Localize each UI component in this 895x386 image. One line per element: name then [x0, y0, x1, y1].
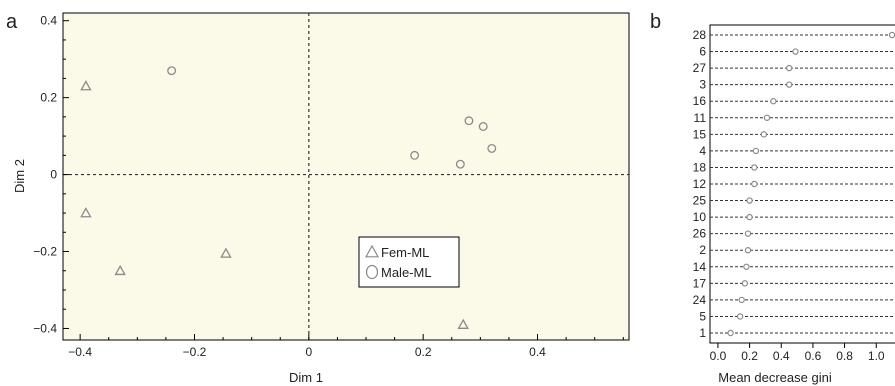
panel-b-letter: b: [650, 11, 661, 33]
reference-lines: [63, 13, 629, 340]
dotplot-category-label: 1: [699, 326, 706, 340]
fem-ml-point: [80, 80, 92, 91]
legend-triangle-icon: [364, 244, 380, 258]
dotplot-x-tick-label: 0.2: [741, 349, 758, 363]
dotplot-point: [741, 280, 749, 287]
male-ml-point: [464, 116, 474, 126]
y-tick-label: −0.4: [33, 321, 57, 335]
dotplot-point: [785, 81, 793, 88]
dotplot-category-label: 17: [693, 276, 707, 290]
dotplot-category-label: 3: [699, 78, 706, 92]
dotplot-point: [763, 114, 771, 121]
dotplot-category-label: 11: [694, 111, 707, 125]
dotplot-point: [751, 180, 758, 188]
x-tick-label: 0: [305, 345, 312, 359]
y-tick-label: 0.2: [40, 91, 57, 105]
dotplot-category-label: 28: [693, 28, 707, 42]
dotplot-x-tick-label: 0.0: [710, 349, 727, 363]
fem-ml-point: [114, 264, 126, 276]
dotplot-point: [888, 31, 895, 39]
legend: Fem-ML Male-ML: [358, 236, 460, 288]
dotplot-axis-ticks: 0.0 0.2 0.4 0.6 0.8 1.0: [710, 343, 885, 363]
dotplot-point: [770, 98, 777, 105]
legend-circle-icon: [365, 264, 379, 280]
dotplot-point: [738, 296, 745, 304]
dotplot-point: [751, 164, 758, 171]
x-axis-title: Dim 1: [289, 370, 323, 385]
male-ml-point: [455, 159, 465, 169]
dotplot-category-label: 4: [699, 144, 706, 158]
dotplot-category-label: 2: [699, 243, 706, 257]
fem-ml-point: [220, 247, 232, 258]
y-tick-label: 0.4: [40, 14, 57, 28]
dotplot-category-label: 10: [693, 210, 707, 224]
dotplot-category-label: 25: [693, 194, 707, 208]
legend-label: Male-ML: [381, 265, 432, 280]
dotplot-category-label: 16: [693, 94, 707, 108]
dotplot-x-tick-label: 0.8: [836, 349, 853, 363]
male-ml-point: [167, 66, 177, 76]
dotplot-point: [743, 263, 750, 270]
dotplot-category-label: 5: [699, 309, 706, 323]
fem-ml-point: [457, 318, 469, 329]
scatter-points: [80, 66, 497, 329]
dotplot-category-label: 27: [693, 61, 707, 75]
dotplot-x-tick-label: 0.6: [805, 349, 822, 363]
legend-box: [358, 236, 460, 288]
panel-a-letter: a: [6, 11, 18, 33]
dotplot-category-label: 18: [693, 160, 707, 174]
dotplot-x-tick-label: 0.4: [773, 349, 790, 363]
y-tick-label: −0.2: [33, 245, 57, 259]
x-tick-label: 0.2: [415, 345, 432, 359]
dotplot-category-label: 24: [693, 293, 707, 307]
scatter-plot-area: [62, 12, 630, 341]
dotplot-rows: 28 6 27 3 16 11 15 4 18 12 25 10 26 2 14 17 24 5 1: [693, 28, 895, 340]
dotplot-category-label: 14: [693, 260, 707, 274]
dotplot-point: [744, 247, 752, 254]
dotplot-category-label: 12: [693, 177, 707, 191]
dotplot-point: [727, 329, 734, 337]
x-tick-label: −0.2: [183, 345, 207, 359]
dotplot-point: [752, 147, 760, 155]
dotplot-category-label: 15: [693, 127, 707, 141]
dotplot-point: [744, 230, 752, 237]
dotplot-point: [760, 131, 768, 138]
dotplot-point: [746, 213, 753, 221]
dotplot-point: [746, 197, 753, 204]
panel-a: a −0.4 −0.2 0 0.2 0.4 −0.4 −0.2 0 0.2 0.4 Dim 1 D…: [6, 11, 630, 385]
dotplot-point: [785, 64, 793, 72]
x-tick-label: 0.4: [529, 345, 546, 359]
legend-label: Fem-ML: [381, 245, 429, 260]
male-ml-point: [478, 122, 488, 131]
dotplot-category-label: 26: [693, 227, 707, 241]
y-axis-title: Dim 2: [12, 159, 27, 193]
y-tick-label: 0: [50, 168, 57, 182]
dotplot-point: [792, 48, 799, 55]
dotplot-x-tick-label: 1.0: [868, 349, 885, 363]
x-tick-label: −0.4: [68, 345, 92, 359]
dotplot-point: [736, 313, 744, 320]
fem-ml-point: [80, 207, 92, 218]
male-ml-point: [487, 143, 497, 153]
male-ml-point: [410, 150, 420, 160]
scatter-axis-ticks: −0.4 −0.2 0 0.2 0.4 −0.4 −0.2 0 0.2 0.4: [33, 14, 624, 359]
dotplot-category-label: 6: [699, 45, 706, 59]
dotplot-x-axis-title: Mean decrease gini: [718, 370, 832, 385]
